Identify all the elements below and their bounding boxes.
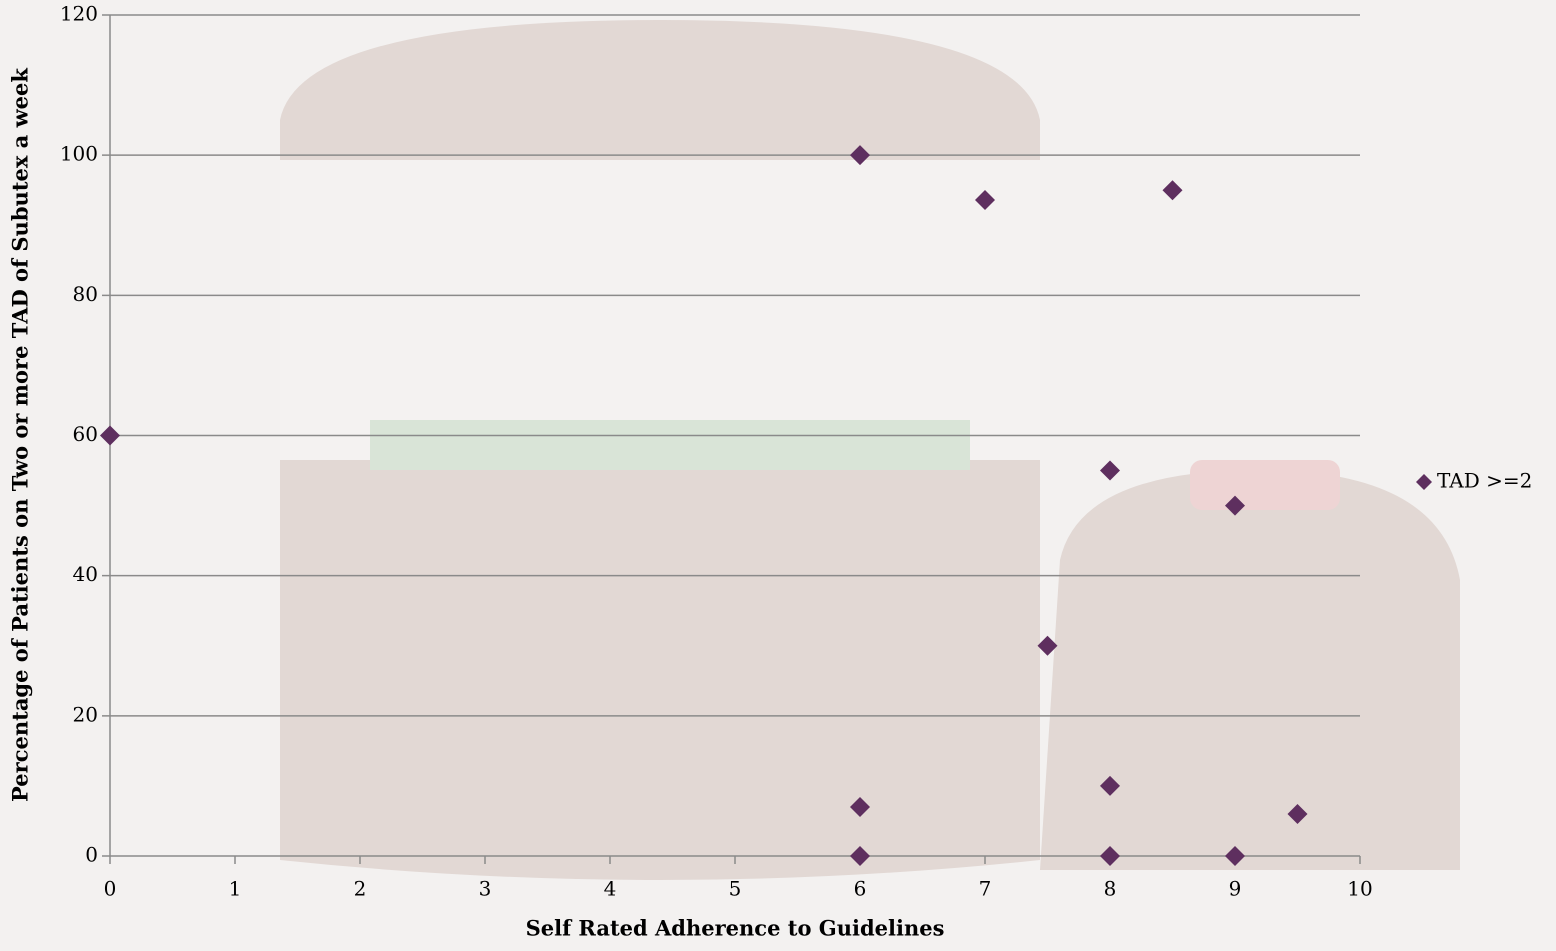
y-tick-label: 120 bbox=[60, 2, 98, 26]
x-tick-label: 10 bbox=[1347, 877, 1372, 901]
legend-marker bbox=[1416, 474, 1432, 490]
y-tick-label: 60 bbox=[73, 422, 98, 446]
y-tick-label: 0 bbox=[85, 843, 98, 867]
y-tick-label: 40 bbox=[73, 562, 98, 586]
point bbox=[850, 846, 870, 866]
x-tick-label: 6 bbox=[854, 877, 867, 901]
point bbox=[1287, 803, 1308, 824]
point bbox=[850, 145, 870, 166]
point bbox=[850, 796, 870, 817]
x-tick-label: 1 bbox=[229, 877, 242, 901]
point bbox=[1037, 635, 1058, 656]
y-axis-title: Percentage of Patients on Two or more TA… bbox=[8, 68, 33, 802]
point bbox=[1162, 180, 1183, 201]
x-tick-label: 2 bbox=[354, 877, 367, 901]
point bbox=[1225, 846, 1245, 866]
point bbox=[975, 190, 995, 211]
point bbox=[1100, 460, 1120, 481]
x-tick-label: 7 bbox=[979, 877, 992, 901]
point bbox=[1225, 495, 1245, 516]
point bbox=[1100, 775, 1120, 796]
x-tick-label: 9 bbox=[1229, 877, 1242, 901]
y-tick-label: 80 bbox=[73, 282, 98, 306]
x-tick-label: 5 bbox=[729, 877, 742, 901]
background-photo bbox=[280, 20, 1460, 880]
x-axis-title: Self Rated Adherence to Guidelines bbox=[526, 916, 945, 941]
point bbox=[1100, 846, 1120, 866]
point bbox=[100, 425, 120, 446]
x-tick-label: 4 bbox=[604, 877, 617, 901]
legend-label: TAD >=2 bbox=[1437, 469, 1532, 493]
x-tick-label: 8 bbox=[1104, 877, 1117, 901]
y-tick-label: 20 bbox=[73, 702, 98, 726]
x-tick-label: 0 bbox=[104, 877, 117, 901]
y-tick-label: 100 bbox=[60, 142, 98, 166]
x-tick-label: 3 bbox=[479, 877, 492, 901]
